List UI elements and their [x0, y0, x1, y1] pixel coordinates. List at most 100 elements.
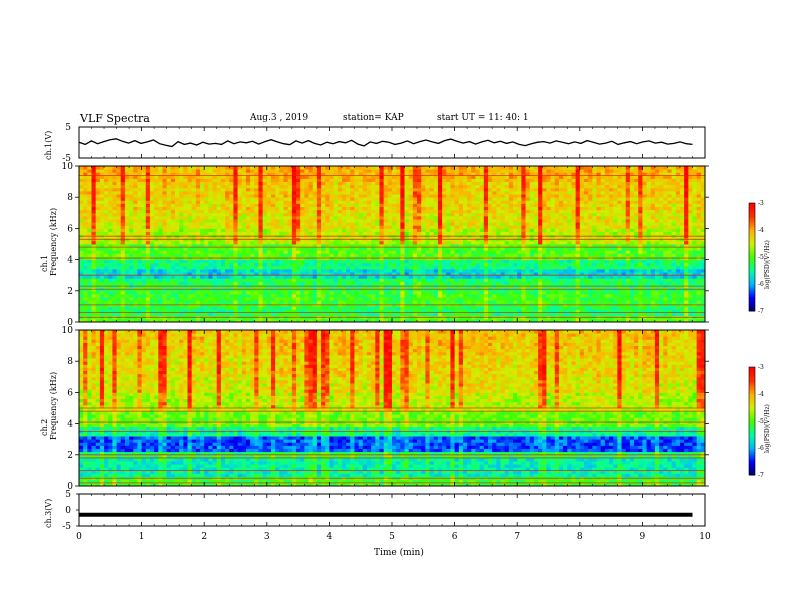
ch1-spectrogram-cell	[300, 253, 305, 257]
ch1-spectrogram-cell	[313, 260, 318, 264]
ch1-spectrogram-cell	[117, 247, 122, 251]
ch1-spectrogram-cell	[542, 228, 547, 232]
ch1-spectrogram-cell	[246, 263, 251, 267]
ch1-spectrogram-cell	[434, 300, 439, 304]
ch1-spectrogram-cell	[605, 260, 610, 264]
ch1-spectrogram-cell	[263, 228, 268, 232]
ch1-spectrogram-cell	[296, 269, 301, 273]
ch1-spectrogram-cell	[505, 253, 510, 257]
ch1-spectrogram-cell	[601, 297, 606, 301]
ch1-spectrogram-cell	[129, 297, 134, 301]
ch1-spectrogram-cell	[613, 294, 618, 298]
ch1-spectrogram-cell	[225, 260, 230, 264]
ch1-spectrogram-cell	[609, 281, 614, 285]
ch1-spectrogram-cell	[684, 300, 689, 304]
ch1-spectrogram-cell	[480, 297, 485, 301]
ch1-spectrogram-cell	[142, 232, 147, 236]
ch1-spectrogram-cell	[379, 241, 384, 245]
ch1-spectrogram-cell	[622, 291, 627, 295]
ch1-spectrogram-cell	[213, 222, 218, 226]
ch1-spectrogram-cell	[542, 300, 547, 304]
ch1-spectrogram-cell	[517, 253, 522, 257]
ch1-spectrogram-cell	[359, 300, 364, 304]
ch1-spectrogram-cell	[100, 291, 105, 295]
ch1-spectrogram-cell	[459, 219, 464, 223]
ch1-spectrogram-cell	[571, 281, 576, 285]
ch1-spectrogram-cell	[346, 263, 351, 267]
ch1-spectrogram-cell	[421, 253, 426, 257]
ch1-spectrogram-cell	[442, 247, 447, 251]
ch1-spectrogram-cell	[359, 247, 364, 251]
ch1-spectrogram-cell	[375, 300, 380, 304]
ch1-spectrogram-cell	[663, 291, 668, 295]
ch1-spectrogram-cell	[655, 253, 660, 257]
ch1-spectrogram-cell	[192, 275, 197, 279]
ch1-spectrogram-cell	[680, 291, 685, 295]
ch1-spectrogram-cell	[505, 225, 510, 229]
ch1-spectrogram-cell	[392, 291, 397, 295]
ch1-spectrogram-cell	[317, 313, 322, 317]
ch1-spectrogram-cell	[680, 297, 685, 301]
ch1-spectrogram-cell	[392, 306, 397, 310]
ch1-spectrogram-cell	[296, 260, 301, 264]
ch1-spectrogram-cell	[521, 281, 526, 285]
ch1-spectrogram-cell	[338, 297, 343, 301]
ch1-spectrogram-cell	[546, 219, 551, 223]
ch1-spectrogram-cell	[642, 219, 647, 223]
ch1-spectrogram-cell	[154, 260, 159, 264]
ch1-spectrogram-cell	[167, 222, 172, 226]
ch1-spectrogram-cell	[346, 225, 351, 229]
ch1-spectrogram-cell	[208, 281, 213, 285]
ch1-spectrogram-cell	[283, 260, 288, 264]
ch1-spectrogram-cell	[146, 266, 151, 270]
ch1-spectrogram-cell	[363, 225, 368, 229]
ch1-spectrogram-cell	[505, 219, 510, 223]
ch1-spectrogram-cell	[158, 219, 163, 223]
ch1-spectrogram-cell	[638, 266, 643, 270]
ch1-spectrogram-cell	[363, 275, 368, 279]
ch1-spectrogram-cell	[471, 219, 476, 223]
ch1-spectrogram-cell	[275, 291, 280, 295]
ch1-spectrogram-cell	[142, 306, 147, 310]
ch1-spectrogram-cell	[559, 247, 564, 251]
ch1-spectrogram-cell	[342, 306, 347, 310]
ch1-spectrogram-cell	[192, 260, 197, 264]
ch1-spectrogram-cell	[371, 222, 376, 226]
ch1-spectrogram-cell	[79, 275, 84, 279]
ch1-spectrogram-cell	[137, 313, 142, 317]
ch1-spectrogram-cell	[233, 228, 238, 232]
ch1-spectrogram-cell	[367, 306, 372, 310]
ch1-spectrogram-cell	[346, 232, 351, 236]
ch1-spectrogram-cell	[175, 266, 180, 270]
ch1-spectrogram-cell	[455, 313, 460, 317]
ch1-spectrogram-cell	[146, 269, 151, 273]
ch1-spectrogram-cell	[342, 241, 347, 245]
ch1-spectrogram-cell	[329, 219, 334, 223]
ch1-spectrogram-cell	[133, 278, 138, 282]
ch1-spectrogram-cell	[304, 297, 309, 301]
ch1-spectrogram-cell	[601, 266, 606, 270]
ch1-spectrogram-cell	[171, 222, 176, 226]
ch1-spectrogram-cell	[492, 247, 497, 251]
ch1-spectrogram-cell	[92, 253, 97, 257]
ch1-spectrogram-cell	[526, 260, 531, 264]
ch1-spectrogram-cell	[108, 306, 113, 310]
ch1-spectrogram-cell	[179, 269, 184, 273]
ch1-spectrogram-cell	[596, 228, 601, 232]
ch1-spectrogram-cell	[551, 225, 556, 229]
ch1-spectrogram-cell	[87, 216, 92, 220]
ch1-spectrogram-cell	[392, 260, 397, 264]
ch1-spectrogram-cell	[196, 275, 201, 279]
ch1-spectrogram-cell	[158, 266, 163, 270]
ch1-spectrogram-cell	[526, 241, 531, 245]
ch1-spectrogram-cell	[484, 225, 489, 229]
ch1-spectrogram-cell	[580, 219, 585, 223]
ch1-spectrogram-cell	[622, 294, 627, 298]
ch1-spectrogram-cell	[521, 263, 526, 267]
ch1-spectrogram-cell	[208, 294, 213, 298]
ch1-spectrogram-cell	[442, 281, 447, 285]
ch1-spectrogram-cell	[667, 281, 672, 285]
ch1-spectrogram-cell	[413, 247, 418, 251]
ch1-spectrogram-cell	[350, 297, 355, 301]
ch1-spectrogram-cell	[329, 269, 334, 273]
